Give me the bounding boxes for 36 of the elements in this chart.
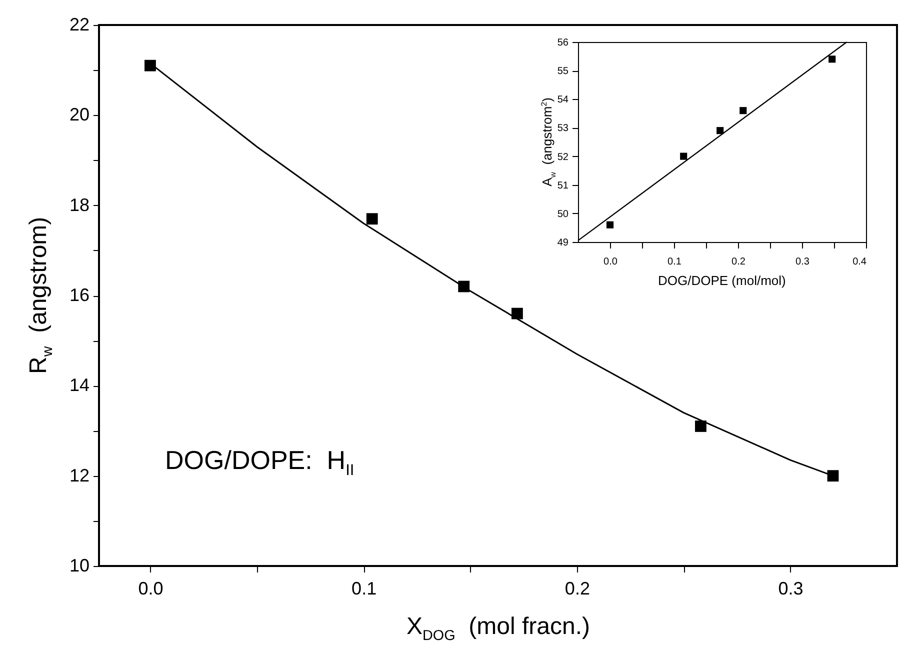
point	[695, 420, 706, 432]
y-tick-label: 16	[69, 285, 90, 305]
x-tick-label: 0.3	[778, 578, 804, 598]
x-axis-title: DOG/DOPE (mol/mol)	[658, 272, 786, 288]
point	[606, 221, 614, 228]
y-tick-label: 56	[557, 38, 569, 48]
y-tick-label: 50	[557, 208, 569, 220]
y-tick-label: 55	[557, 66, 569, 78]
x-tick-label: 0.2	[564, 578, 590, 598]
y-tick-label: 18	[69, 194, 90, 215]
x-tick-label: 0.1	[352, 578, 377, 598]
x-tick-label: 0.1	[668, 256, 682, 268]
x-tick-label: 0.0	[604, 256, 618, 268]
point	[828, 56, 836, 63]
point	[740, 107, 747, 114]
x-tick-label: 0.0	[138, 578, 164, 598]
y-tick-label: 52	[557, 152, 569, 163]
point	[680, 152, 688, 160]
x-tick-label: 0.2	[732, 256, 746, 268]
y-tick-label: 10	[69, 556, 90, 576]
y-tick-label: 49	[557, 238, 569, 248]
point	[366, 213, 378, 225]
y-tick-label: 54	[557, 94, 569, 106]
point	[827, 470, 839, 482]
note: DOG/DOPE: H$_{II}$	[165, 445, 354, 480]
y-tick-label: 12	[69, 465, 90, 486]
point	[716, 127, 724, 134]
y-tick-label: 22	[69, 14, 90, 34]
x-axis-title: X$_{DOG}$ (mol fracn.)	[406, 612, 590, 644]
x-tick-label: 0.4	[852, 256, 867, 268]
point	[144, 60, 156, 72]
y-tick-label: 51	[557, 180, 569, 192]
y-tick-label: 14	[69, 375, 90, 396]
y-tick-label: 53	[557, 123, 569, 134]
x-tick-label: 0.3	[796, 256, 810, 268]
y-tick-label: 20	[69, 104, 90, 125]
